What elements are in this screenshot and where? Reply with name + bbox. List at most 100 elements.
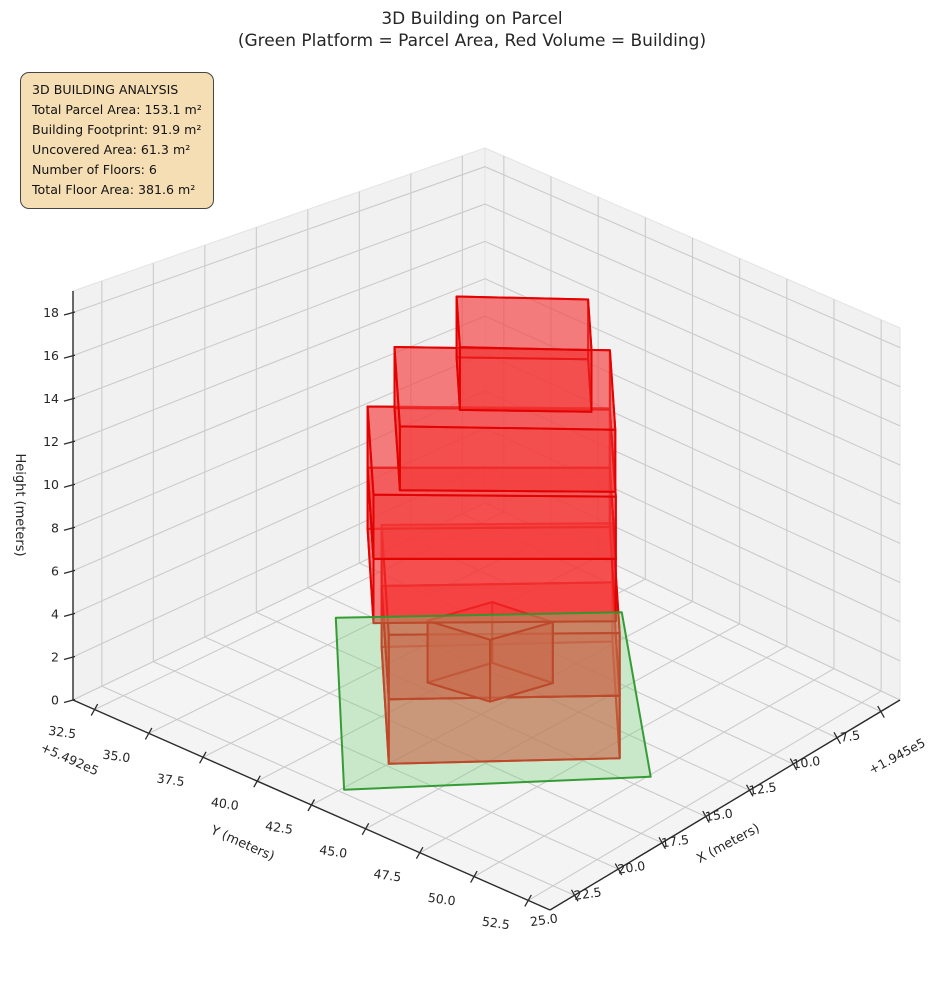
y-tick-mark [144, 727, 153, 740]
y-tick-mark [415, 846, 424, 860]
y-tick-mark [307, 799, 316, 812]
z-tick-mark [63, 354, 76, 359]
z-tick-label: 0 [51, 693, 59, 708]
x-axis-label: X (meters) [694, 821, 762, 867]
entrance-block-top-face [426, 601, 554, 641]
x-tick-mark [789, 758, 798, 771]
grid-line-z-left-wall [72, 166, 486, 314]
info-total-floor-area: Total Floor Area: 381.6 m² [32, 182, 196, 197]
parcel-polygon [334, 611, 652, 791]
y-axis-offset-text: +5.492e5 [39, 739, 102, 778]
grid-line-z-right-wall [484, 278, 901, 466]
floor-5-side-face [398, 425, 617, 493]
info-number-of-floors: Number of Floors: 6 [32, 162, 157, 177]
y-tick-label: 32.5 [47, 723, 77, 742]
grid-line-z-right-wall [484, 166, 901, 349]
z-tick-mark [63, 698, 76, 704]
y-tick-mark [253, 775, 261, 788]
z-tick-label: 14 [43, 391, 59, 406]
y-tick-mark [361, 823, 370, 836]
grid-line-y-floor [365, 623, 740, 830]
chart-title: 3D Building on Parcel (Green Platform = … [0, 8, 944, 52]
z-tick-mark [63, 440, 76, 445]
grid-line-y-floor [528, 690, 882, 901]
grid-line-z-left-wall [72, 315, 486, 486]
y-tick-label: 45.0 [319, 842, 349, 861]
x-tick-label: 25.0 [529, 910, 559, 929]
grid-line-z-left-wall [72, 465, 486, 658]
floor-4-side-face [372, 493, 617, 560]
floor-6-top-face [455, 295, 593, 352]
grid-line-y-floor [148, 533, 552, 734]
parcel-platform [334, 611, 652, 791]
z-tick-mark [63, 483, 76, 488]
grid-line-z-right-wall [484, 353, 901, 544]
x-axis-offset-text: +1.945e5 [866, 735, 928, 777]
chart-title-line1: 3D Building on Parcel [381, 9, 563, 29]
y-tick-mark [199, 751, 207, 764]
z-tick-label: 8 [51, 520, 59, 535]
x-tick-label: 12.5 [748, 779, 778, 798]
x-tick-mark [745, 784, 754, 797]
z-tick-label: 6 [51, 563, 59, 578]
x-tick-label: 17.5 [660, 832, 690, 851]
y-tick-label: 52.5 [481, 914, 511, 933]
info-building-footprint: Building Footprint: 91.9 m² [32, 122, 202, 137]
z-tick-mark [63, 569, 76, 574]
y-tick-mark [90, 703, 99, 716]
grid-line-z-left-wall [72, 390, 486, 572]
info-total-parcel-area: Total Parcel Area: 153.1 m² [32, 102, 202, 117]
grid-line-z-right-wall [484, 465, 901, 662]
z-tick-label: 18 [43, 305, 59, 320]
y-tick-label: 40.0 [210, 794, 240, 813]
floor-2-top-face [380, 522, 621, 636]
x-axis-spine [549, 699, 901, 911]
building-volume [366, 295, 621, 765]
grid-line-z-left-wall [72, 427, 486, 615]
grid-line-z-left-wall [72, 278, 486, 443]
x-tick-mark [570, 889, 579, 902]
x-tick-mark [833, 731, 842, 745]
grid-line-z-right-wall [484, 502, 901, 701]
chart-title-line2: (Green Platform = Parcel Area, Red Volum… [237, 31, 707, 51]
y-tick-mark [470, 870, 478, 883]
grid-line-y-floor [202, 556, 599, 758]
x-tick-label: 15.0 [704, 805, 734, 824]
y-tick-label: 37.5 [156, 770, 186, 789]
x-tick-mark [877, 705, 885, 718]
analysis-info-box: 3D BUILDING ANALYSIS Total Parcel Area: … [20, 72, 214, 209]
grid-line-y-floor [311, 601, 693, 806]
z-tick-mark [63, 526, 76, 531]
x-tick-label: 22.5 [573, 884, 603, 903]
x-tick-label: 20.0 [617, 858, 647, 877]
grid-line-z-right-wall [484, 203, 901, 388]
x-tick-mark [614, 863, 623, 876]
z-tick-label: 4 [51, 606, 59, 621]
info-uncovered-area: Uncovered Area: 61.3 m² [32, 142, 191, 157]
z-tick-label: 10 [43, 477, 59, 492]
grid-line-y-floor [419, 645, 788, 854]
grid-line-z-left-wall [72, 240, 486, 400]
x-tick-label: 10.0 [792, 753, 822, 772]
grid-line-z-left-wall [72, 502, 486, 701]
y-tick-label: 50.0 [427, 890, 457, 909]
grid-line-z-right-wall [484, 315, 901, 505]
x-tick-mark [702, 810, 710, 823]
grid-line-z-right-wall [484, 390, 901, 584]
grid-lines [72, 155, 901, 901]
z-axis-label: Height (meters) [12, 453, 27, 556]
z-tick-mark [63, 655, 76, 661]
info-box-heading: 3D BUILDING ANALYSIS [32, 82, 179, 97]
y-tick-label: 47.5 [373, 866, 403, 885]
grid-line-z-left-wall [72, 353, 486, 529]
z-tick-label: 2 [51, 649, 59, 664]
grid-line-z-right-wall [484, 240, 901, 427]
y-tick-mark [524, 894, 532, 907]
y-tick-label: 35.0 [102, 747, 132, 766]
z-tick-mark [63, 311, 76, 316]
z-tick-label: 12 [43, 434, 59, 449]
z-tick-label: 16 [43, 348, 59, 363]
grid-line-y-floor [473, 668, 835, 878]
